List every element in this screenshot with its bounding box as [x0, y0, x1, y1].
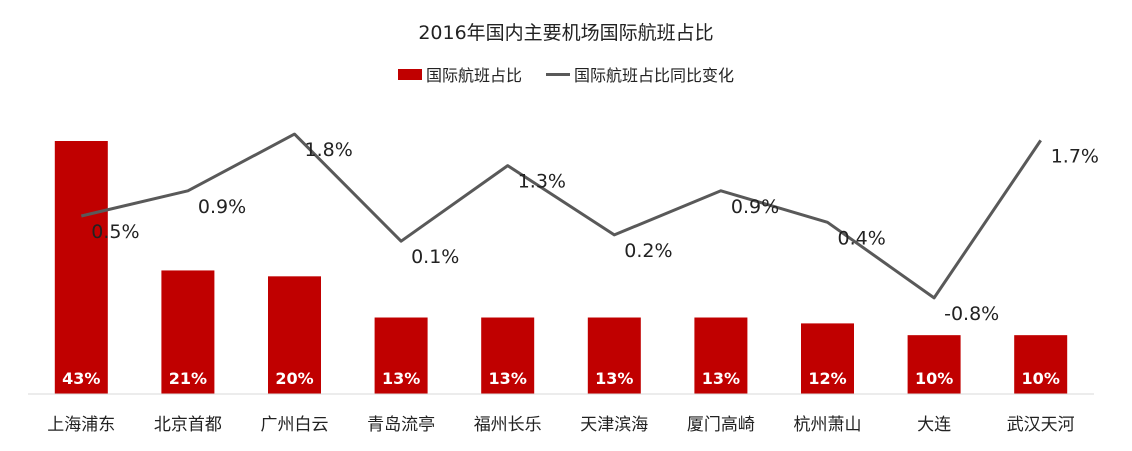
- category-label-8: 大连: [917, 415, 951, 435]
- bar-label-6: 13%: [702, 369, 740, 388]
- bar-6: [694, 317, 748, 394]
- bar-label-9: 10%: [1022, 369, 1060, 388]
- bar-5: [587, 317, 641, 394]
- legend-bar-swatch: [397, 68, 422, 80]
- change-line: [80, 132, 1042, 300]
- legend-bar-label: 国际航班占比: [425, 66, 522, 85]
- bar-1: [161, 270, 215, 394]
- line-label-1: 0.9%: [198, 196, 246, 218]
- legend-line-label: 国际航班占比同比变化: [574, 66, 735, 85]
- legend-item-line: 国际航班占比同比变化: [546, 62, 734, 86]
- category-label-3: 青岛流亭: [367, 415, 435, 435]
- bar-0: [54, 141, 108, 394]
- line-label-5: 0.2%: [624, 240, 672, 262]
- category-label-9: 武汉天河: [1007, 415, 1075, 435]
- bar-2: [268, 276, 321, 394]
- line-label-7: 0.4%: [838, 227, 886, 249]
- bar-label-3: 13%: [382, 369, 420, 388]
- legend-line-swatch: [546, 72, 570, 76]
- category-label-1: 北京首都: [154, 415, 222, 435]
- legend: 国际航班占比 国际航班占比同比变化: [0, 62, 1132, 86]
- bar-label-8: 10%: [915, 369, 953, 388]
- line-label-6: 0.9%: [731, 196, 779, 218]
- line-label-4: 1.3%: [518, 171, 566, 193]
- bar-4: [481, 317, 535, 394]
- legend-item-bar: 国际航班占比: [397, 62, 522, 86]
- bar-label-7: 12%: [808, 369, 846, 388]
- category-label-0: 上海浦东: [47, 415, 115, 435]
- line-label-0: 0.5%: [91, 221, 139, 243]
- line-label-9: 1.7%: [1051, 145, 1099, 167]
- bar-label-4: 13%: [489, 369, 527, 388]
- category-label-7: 杭州萧山: [794, 415, 862, 435]
- line-label-3: 0.1%: [411, 246, 459, 268]
- bar-label-1: 21%: [169, 369, 207, 388]
- line-label-2: 1.8%: [305, 139, 353, 161]
- category-label-6: 厦门高崎: [687, 415, 755, 435]
- category-label-5: 天津滨海: [580, 415, 648, 435]
- bar-label-0: 43%: [62, 369, 100, 388]
- bar-3: [374, 317, 428, 394]
- bar-label-2: 20%: [275, 369, 313, 388]
- category-label-2: 广州白云: [261, 415, 329, 435]
- bar-7: [801, 323, 854, 394]
- line-label-8: -0.8%: [944, 303, 999, 325]
- bar-label-5: 13%: [595, 369, 633, 388]
- category-label-4: 福州长乐: [474, 415, 542, 435]
- bar-9: [1014, 335, 1068, 394]
- chart-title: 2016年国内主要机场国际航班占比: [418, 22, 714, 44]
- bar-8: [907, 335, 961, 394]
